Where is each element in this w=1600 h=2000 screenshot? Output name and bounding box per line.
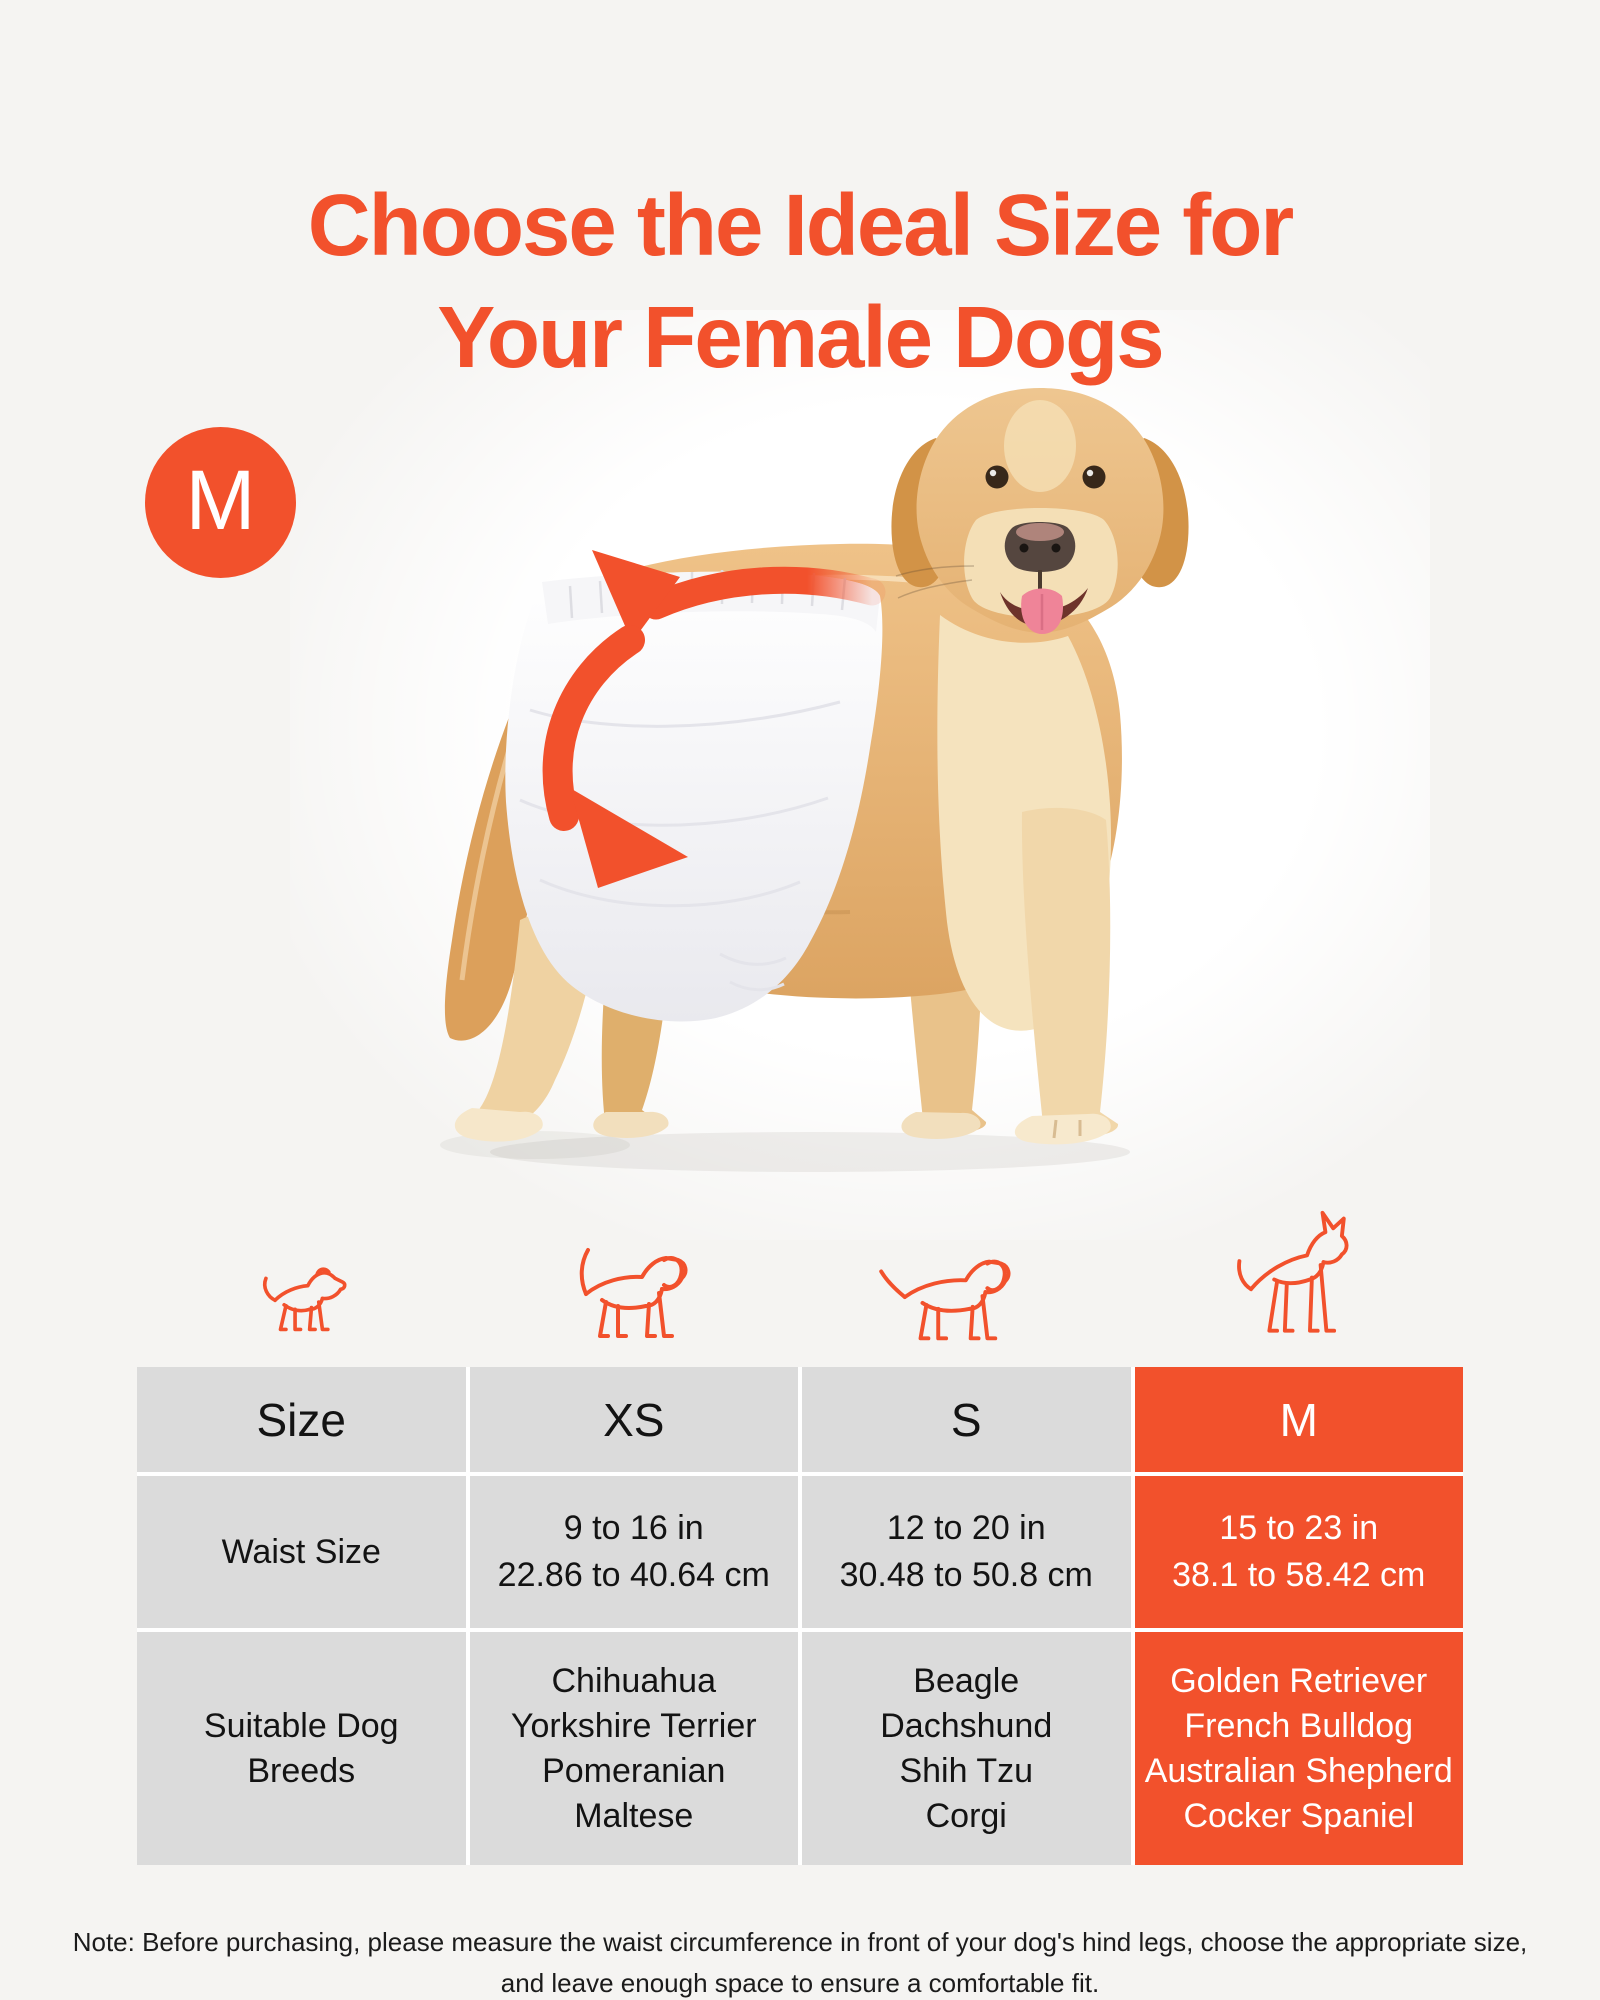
table-header-m: M — [1134, 1367, 1463, 1472]
wrap-arrow-up-icon — [592, 550, 886, 642]
dog-right-eye — [1082, 465, 1106, 489]
size-badge-label: M — [185, 453, 256, 547]
size-badge: M — [145, 427, 296, 578]
dog-near-front-leg — [1014, 807, 1119, 1145]
breeds-xs-cell: Chihuahua Yorkshire Terrier Pomeranian Malt… — [469, 1632, 798, 1865]
hero-dog-photo — [440, 388, 1189, 1172]
dog-whiskers — [895, 565, 975, 599]
dog-left-eye — [985, 465, 1009, 489]
breeds-label-cell: Suitable Dog Breeds — [137, 1632, 466, 1865]
waist-size-xs-cell: 9 to 16 in 22.86 to 40.64 cm — [469, 1476, 798, 1628]
table-header-xs: XS — [469, 1367, 798, 1472]
large-dog-icon — [1237, 1210, 1349, 1333]
table-header-size: Size — [137, 1367, 466, 1472]
table-header-s: S — [802, 1367, 1131, 1472]
waist-size-s-cell: 12 to 20 in 30.48 to 50.8 cm — [802, 1476, 1131, 1628]
breeds-s-cell: Beagle Dachshund Shih Tzu Corgi — [802, 1632, 1131, 1865]
medium-dog-icon — [879, 1259, 1011, 1341]
page-title: Choose the Ideal Size for Your Female Dog… — [307, 177, 1295, 387]
tiny-dog-icon — [262, 1267, 347, 1332]
small-dog-icon — [579, 1248, 688, 1338]
waist-size-label-cell: Waist Size — [137, 1476, 466, 1628]
dog-mouth — [1000, 588, 1088, 626]
wrap-arrow-down-icon — [542, 625, 688, 888]
waist-size-m-cell: 15 to 23 in 38.1 to 58.42 cm — [1134, 1476, 1463, 1628]
note-text: Note: Before purchasing, please measure … — [72, 1927, 1528, 1998]
dog-head — [891, 388, 1189, 634]
size-table: Size XS S M Waist Size 9 to 16 in 22.86 t… — [137, 1367, 1463, 1865]
breeds-m-cell: Golden Retriever French Bulldog Australian… — [1134, 1632, 1463, 1865]
